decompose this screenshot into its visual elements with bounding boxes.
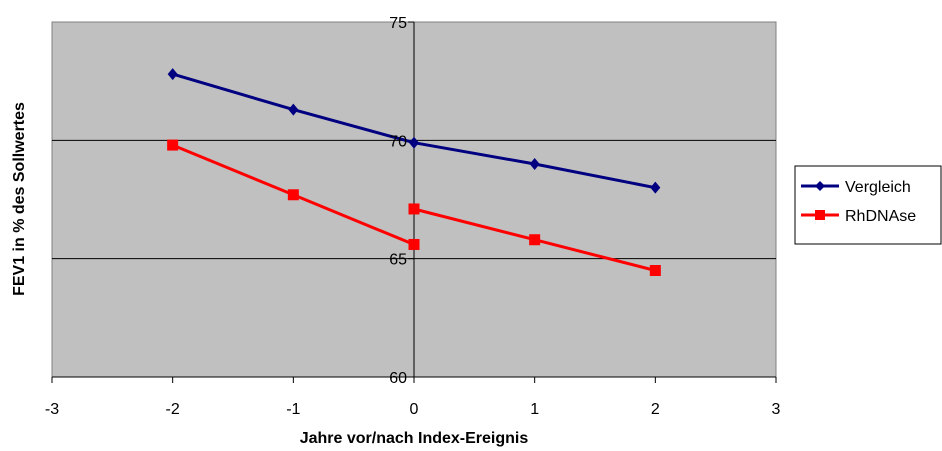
data-point-rhdnase-1-1	[529, 234, 541, 246]
y-tick-label-65: 65	[389, 252, 407, 269]
x-tick-label--2: -2	[166, 401, 180, 418]
data-point-rhdnase-0-1	[287, 189, 299, 201]
axes	[51, 21, 777, 383]
x-tick-label--1: -1	[286, 401, 300, 418]
data-point-rhdnase-1-2	[649, 265, 661, 276]
x-tick-label-2: 2	[651, 401, 660, 418]
legend-box	[794, 165, 942, 245]
data-point-vergleich-0-0	[167, 68, 178, 81]
y-tick-label-75: 75	[389, 15, 407, 32]
x-axis-title: Jahre vor/nach Index-Ereignis	[300, 430, 529, 447]
y-tick-label-60: 60	[389, 370, 407, 387]
legend-marker-rhdnase	[815, 210, 825, 220]
x-tick-label-1: 1	[530, 401, 539, 418]
legend: Vergleich RhDNAse	[794, 165, 942, 245]
data-point-vergleich-0-4	[650, 181, 661, 194]
data-point-rhdnase-0-2	[408, 238, 420, 250]
legend-label-rhdnase: RhDNAse	[845, 208, 916, 225]
series-group	[167, 68, 661, 276]
data-point-rhdnase-1-0	[408, 203, 420, 215]
data-point-rhdnase-0-0	[167, 139, 179, 151]
x-tick-label-3: 3	[772, 401, 781, 418]
x-tick-label--3: -3	[45, 401, 59, 418]
data-point-vergleich-0-2	[409, 136, 419, 149]
legend-marker-vergleich	[815, 181, 825, 191]
data-point-vergleich-0-1	[288, 103, 299, 116]
y-axis-title: FEV1 in % des Sollwertes	[11, 102, 28, 296]
data-point-vergleich-0-3	[529, 158, 540, 170]
legend-label-vergleich: Vergleich	[845, 179, 911, 196]
tick-labels: -3 -2 -1 0 1 2 3 60 65 70 75	[45, 15, 781, 418]
y-tick-label-70: 70	[389, 133, 407, 150]
x-tick-label-0: 0	[410, 401, 419, 418]
